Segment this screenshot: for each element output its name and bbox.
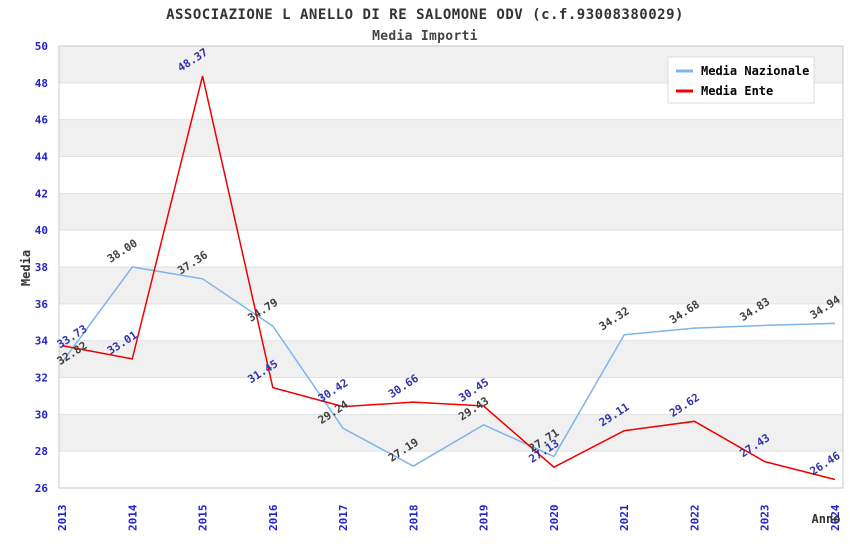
x-tick-label: 2022	[688, 505, 701, 532]
y-tick-label: 48	[35, 77, 48, 90]
series-line-media-nazionale	[61, 266, 836, 467]
y-tick-label: 40	[35, 224, 48, 237]
y-tick-label: 30	[35, 408, 48, 421]
data-label: 26.46	[808, 449, 843, 478]
x-tick-label: 2013	[56, 505, 69, 532]
plot-band	[59, 193, 843, 231]
y-tick-label: 50	[35, 40, 48, 53]
x-axis-title: Anno	[812, 512, 841, 526]
y-tick-label: 44	[35, 151, 49, 164]
y-tick-label: 38	[35, 261, 48, 274]
x-tick-label: 2020	[548, 505, 561, 532]
chart-title: ASSOCIAZIONE L ANELLO DI RE SALOMONE ODV…	[166, 7, 684, 23]
x-tick-label: 2019	[478, 505, 491, 532]
plot-band	[59, 414, 843, 452]
legend-item-media-ente[interactable]: Media Ente	[676, 84, 773, 98]
legend-label-ente: Media Ente	[701, 84, 773, 98]
y-tick-label: 34	[35, 335, 49, 348]
data-label: 38.00	[105, 237, 140, 266]
y-tick-label: 42	[35, 187, 48, 200]
x-tick-label: 2014	[126, 504, 139, 531]
x-tick-label: 2016	[267, 504, 280, 531]
plot-band	[59, 340, 843, 378]
y-tick-label: 26	[35, 482, 49, 495]
y-tick-label: 32	[35, 372, 48, 385]
legend-item-media-nazionale[interactable]: Media Nazionale	[676, 64, 809, 78]
data-label: 34.32	[597, 304, 632, 333]
chart-subtitle: Media Importi	[372, 29, 478, 44]
plot-border	[58, 45, 844, 489]
y-tick-label: 28	[35, 445, 48, 458]
x-tick-label: 2017	[337, 505, 350, 532]
plot-band	[59, 267, 843, 304]
legend-box	[667, 56, 815, 104]
y-tick-label: 36	[35, 298, 49, 311]
plot-band	[59, 119, 843, 157]
x-tick-label: 2015	[197, 505, 210, 532]
x-tick-label: 2024	[829, 504, 842, 531]
x-tick-label: 2018	[407, 505, 420, 532]
x-tick-label: 2021	[618, 504, 631, 531]
legend: Media Nazionale Media Ente	[667, 56, 815, 104]
legend-label-nazionale: Media Nazionale	[701, 64, 809, 78]
y-axis-title: Media	[19, 250, 33, 286]
x-tick-label: 2023	[759, 505, 772, 532]
y-tick-label: 46	[35, 114, 49, 127]
series-line-media-ente	[61, 75, 836, 481]
